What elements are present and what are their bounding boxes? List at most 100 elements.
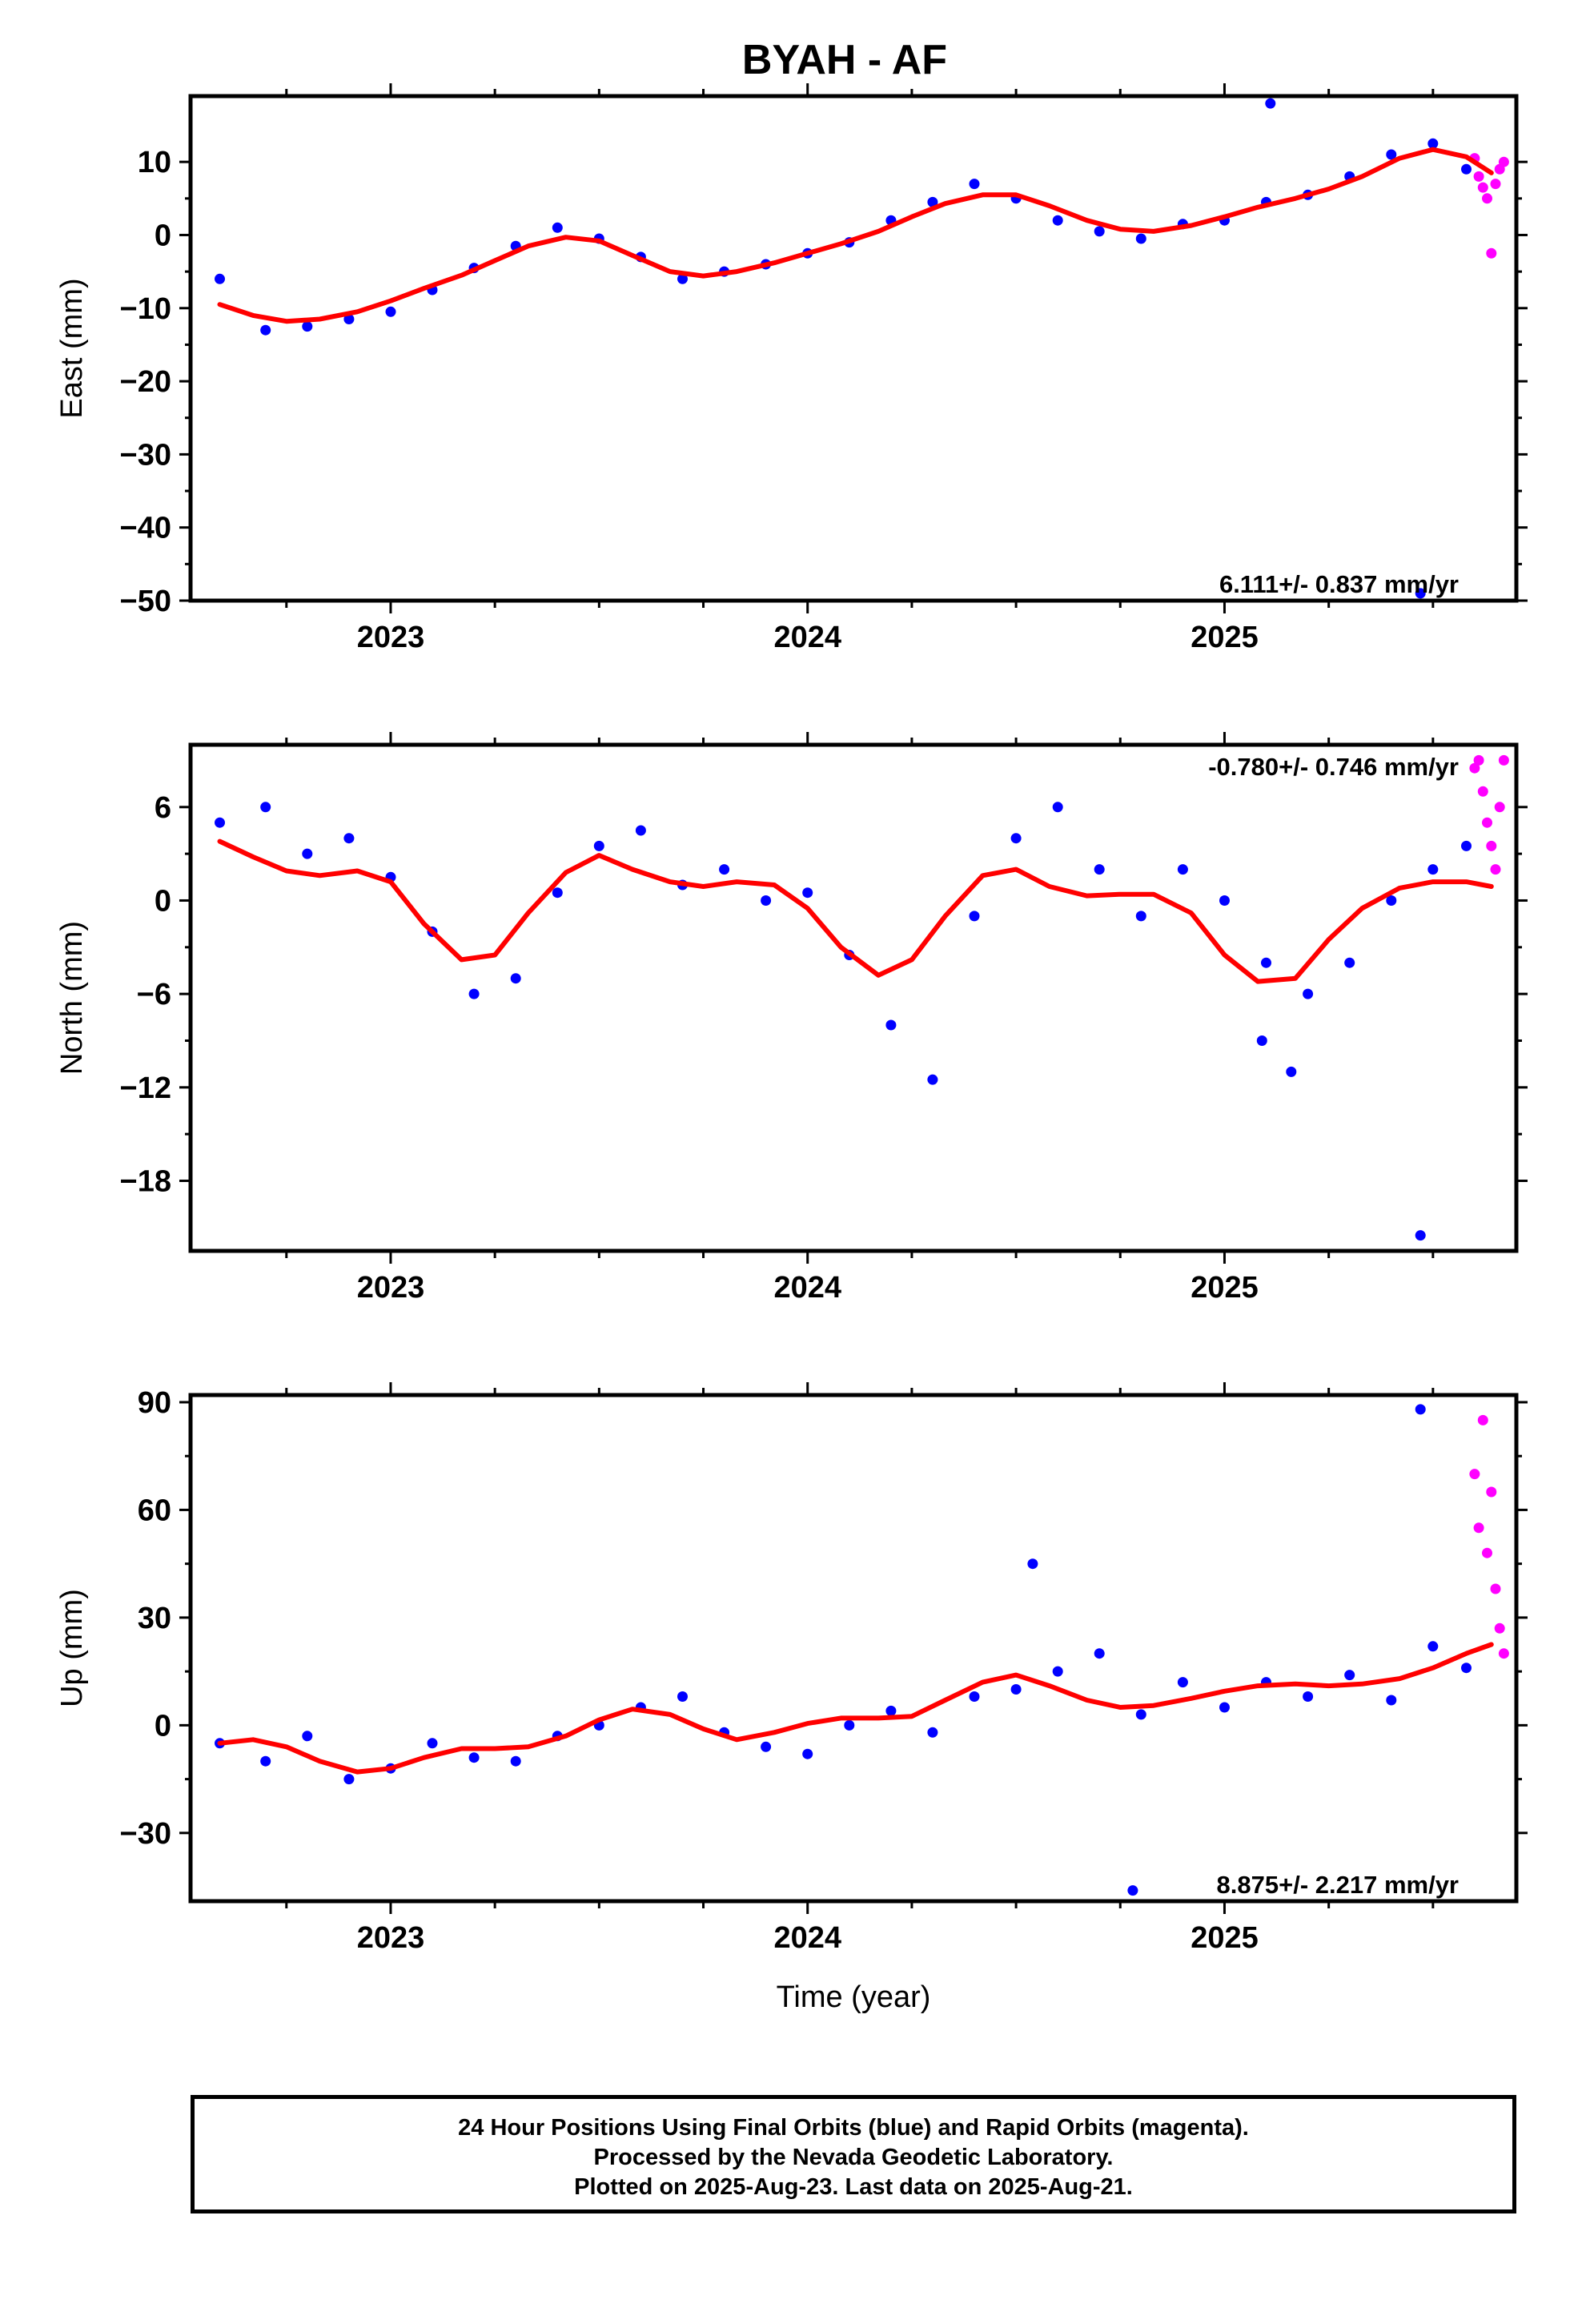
footer-line-3: Plotted on 2025-Aug-23. Last data on 202… [574, 2174, 1133, 2200]
east-y-tick-label: −30 [120, 438, 171, 472]
east-rapid-point [1473, 171, 1484, 182]
north-final-point [1461, 840, 1472, 851]
east-final-point [343, 314, 355, 324]
north-final-point [215, 817, 225, 828]
north-final-point [1177, 864, 1188, 875]
north-y-axis-label: North (mm) [55, 921, 89, 1075]
up-rapid-point [1490, 1583, 1501, 1594]
up-final-point [1094, 1648, 1105, 1659]
east-y-tick-label: −40 [120, 512, 171, 545]
up-final-point [510, 1755, 521, 1767]
up-model-curve [217, 1642, 1494, 1775]
east-final-point [677, 273, 688, 284]
east-final-point [927, 196, 938, 207]
up-final-point [1135, 1709, 1146, 1720]
east-final-point [1427, 138, 1439, 149]
north-x-tick-label: 2023 [357, 1271, 425, 1305]
north-final-point [593, 840, 604, 851]
footer-line-2: Processed by the Nevada Geodetic Laborat… [593, 2145, 1114, 2170]
up-final-point [1052, 1666, 1063, 1677]
east-final-point [1265, 98, 1276, 109]
east-final-point [302, 321, 313, 332]
north-final-point [1135, 911, 1146, 922]
up-final-point [260, 1755, 271, 1767]
up-final-point [1386, 1695, 1397, 1706]
north-y-tick-label: 0 [155, 884, 171, 918]
up-y-tick-label: 90 [138, 1386, 171, 1420]
north-rate-label: -0.780+/- 0.746 mm/yr [1208, 753, 1459, 781]
east-model-curve [217, 147, 1494, 324]
up-plot-area [215, 1404, 1509, 1896]
north-final-point [552, 887, 563, 899]
north-final-point [1344, 957, 1355, 968]
north-x-tick-label: 2025 [1191, 1271, 1259, 1305]
up-final-point [1010, 1684, 1022, 1695]
north-rapid-point [1482, 817, 1492, 828]
north-final-point [302, 848, 313, 859]
x-axis-label: Time (year) [777, 1980, 931, 2014]
east-rapid-point [1498, 156, 1509, 167]
north-final-point [802, 887, 813, 899]
up-final-point [927, 1727, 938, 1738]
east-frame [188, 94, 1519, 603]
up-y-tick-label: −30 [120, 1817, 171, 1851]
north-final-point [927, 1074, 938, 1085]
up-final-point [1344, 1670, 1355, 1681]
north-x-tick-label: 2024 [773, 1271, 841, 1305]
north-final-point [1094, 864, 1105, 875]
north-rapid-point [1494, 802, 1505, 813]
north-final-point [343, 833, 355, 844]
up-final-point [1461, 1663, 1472, 1674]
up-final-point [468, 1752, 480, 1763]
east-y-tick-label: −20 [120, 365, 171, 399]
east-x-tick-label: 2023 [357, 621, 425, 654]
north-ticks: −18 −12 −6 0 6 2023 2024 2025 [120, 732, 1528, 1305]
north-rapid-point [1477, 786, 1488, 797]
up-final-point [1427, 1641, 1439, 1652]
east-y-axis-label: East (mm) [55, 278, 89, 418]
up-final-point [1219, 1702, 1230, 1713]
east-y-tick-label: −10 [120, 292, 171, 326]
east-plot-area [215, 98, 1509, 599]
up-panel: −30 0 30 60 90 2023 2024 2025 Up (mm) 8.875+/- … [55, 1382, 1528, 2014]
north-final-point [1303, 988, 1314, 999]
north-final-point [468, 988, 480, 999]
north-final-point [1286, 1066, 1297, 1077]
up-final-point [885, 1705, 897, 1716]
north-final-point [635, 825, 646, 836]
up-final-point [969, 1691, 980, 1702]
north-final-point [1415, 1230, 1426, 1241]
north-final-point [1261, 957, 1271, 968]
north-panel: −18 −12 −6 0 6 2023 2024 2025 North (mm) -0.780… [55, 732, 1528, 1305]
east-x-tick-label: 2025 [1191, 621, 1259, 654]
north-y-tick-label: −12 [120, 1072, 171, 1105]
east-final-point [1386, 149, 1397, 160]
east-ticks: −50 −40 −30 −20 −10 0 10 2023 2024 2025 [120, 83, 1528, 654]
up-frame [188, 1393, 1519, 1904]
up-rapid-point [1486, 1486, 1497, 1498]
east-rapid-point [1482, 193, 1492, 204]
north-final-point [1052, 802, 1063, 813]
east-final-point [260, 324, 271, 336]
east-final-point [1461, 163, 1472, 175]
up-rapid-point [1477, 1414, 1488, 1425]
up-final-point [427, 1738, 438, 1749]
up-final-point [1177, 1677, 1188, 1688]
up-rapid-point [1473, 1522, 1484, 1534]
east-rapid-point [1477, 182, 1488, 193]
up-rapid-point [1498, 1648, 1509, 1659]
north-rapid-point [1490, 864, 1501, 875]
up-final-point [677, 1691, 688, 1702]
up-final-point [1127, 1885, 1138, 1896]
up-rapid-point [1482, 1547, 1492, 1558]
east-y-tick-label: 10 [138, 146, 171, 179]
north-rapid-point [1473, 754, 1484, 766]
up-final-point [302, 1731, 313, 1742]
up-x-tick-label: 2025 [1191, 1921, 1259, 1955]
north-y-tick-label: −6 [137, 978, 171, 1011]
north-model-curve [217, 838, 1494, 984]
up-final-point [844, 1719, 855, 1731]
up-final-point [1415, 1404, 1426, 1415]
north-final-point [1010, 833, 1022, 844]
